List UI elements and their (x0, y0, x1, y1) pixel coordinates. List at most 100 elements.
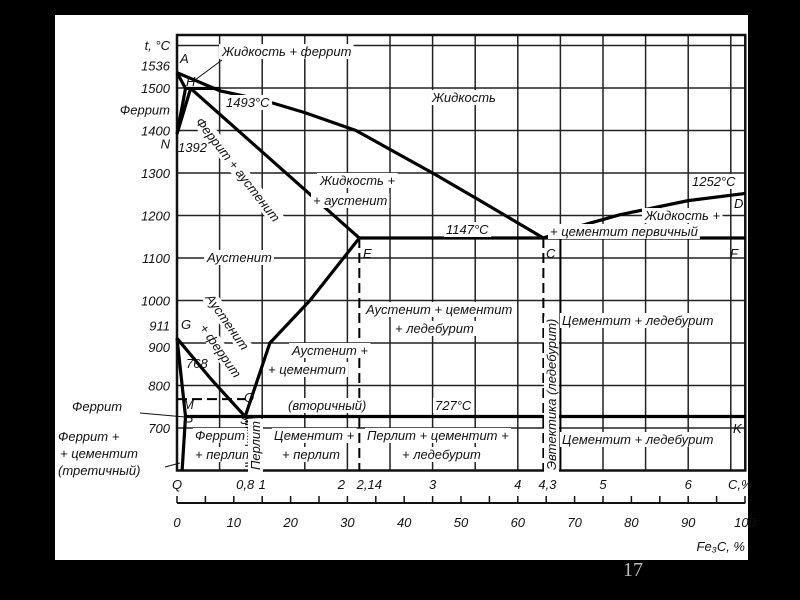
annotation: + цементит (268, 362, 346, 377)
y-tick-label: 700 (148, 421, 170, 436)
diagram-panel (55, 15, 748, 560)
x-tick-label: 6 (685, 477, 693, 492)
x-tick-label: 2,14 (356, 477, 382, 492)
fe3c-tick-label: 80 (624, 515, 639, 530)
annotation: Аустенит + цементит (365, 302, 512, 317)
x-tick-label: 0,8 (236, 477, 255, 492)
label-background (193, 428, 248, 443)
label-background (219, 44, 354, 59)
y-tick-label: 1200 (141, 209, 171, 224)
annotation: 1252°C (692, 174, 736, 189)
label-background (365, 428, 512, 443)
line-ES (243, 237, 361, 418)
label-background (286, 398, 369, 413)
annotation: Аустенит (206, 250, 272, 265)
fe3c-tick-label: 10 (227, 515, 242, 530)
label-background (444, 222, 492, 237)
page-number: 17 (623, 559, 643, 581)
annotation: Цементит + ледебурит (562, 313, 714, 328)
annotation: (третичный) (58, 463, 140, 478)
fe3c-tick-label: 50 (454, 515, 469, 530)
point-label-E: E (363, 246, 372, 261)
y-tick-label: 1400 (141, 124, 171, 139)
x-tick-label: 5 (599, 477, 607, 492)
fe3c-tick-label: 70 (567, 515, 582, 530)
x-tick-label: 4,3 (538, 477, 557, 492)
annotation: 1493°C (226, 95, 270, 110)
solidus-JE (189, 87, 361, 240)
point-label-F: F (730, 246, 739, 261)
label-background (317, 173, 398, 188)
x-tick-label: 3 (429, 477, 437, 492)
point-label-C: C (546, 246, 556, 261)
annotation: 1392 (178, 140, 208, 155)
label-background (560, 432, 716, 447)
label-background (193, 447, 256, 462)
label-background (289, 343, 371, 358)
y-tick-label: 1500 (141, 81, 171, 96)
solidus-AH (175, 71, 187, 90)
annotation: Аустенит + (291, 343, 368, 358)
label-background (400, 447, 484, 462)
y-side-label: N (161, 136, 171, 151)
line-GS (175, 337, 247, 418)
fe3c-tick-label: 100 (734, 515, 756, 530)
x-tick-label: C,% (728, 477, 753, 492)
label-background (560, 313, 716, 328)
y-side-label: Феррит (120, 102, 170, 117)
label-background (224, 95, 273, 110)
annotation: Перлит (248, 421, 263, 470)
annotation: Жидкость + феррит (221, 44, 352, 59)
y-tick-label: 1300 (141, 166, 171, 181)
line-PQ (180, 416, 188, 471)
annotation: Феррит (195, 428, 245, 443)
annotation: + перлит (282, 447, 340, 462)
plot-border (175, 33, 747, 472)
annotation: Перлит + цементит + (367, 428, 509, 443)
annotation: + цементит первичный (550, 224, 698, 239)
y-tick-label: 800 (148, 379, 170, 394)
point-label-G: G (181, 317, 191, 332)
y-tick-label: 1000 (141, 294, 171, 309)
y-tick-label: 911 (149, 318, 170, 333)
axes: 1536150014001300120011001000911900800700… (120, 38, 757, 554)
fe3c-tick-label: 20 (282, 515, 298, 530)
label-background (544, 316, 559, 472)
annotation: Феррит (72, 399, 122, 414)
label-background (266, 362, 349, 377)
annotation: Жидкость + (644, 208, 720, 223)
leader-line-ferrite (139, 412, 186, 418)
label-background (248, 418, 263, 472)
annotation: + перлит (195, 447, 253, 462)
label-background (363, 302, 515, 317)
label-background (311, 193, 390, 208)
label-background (280, 447, 343, 462)
point-label-K: K (733, 421, 743, 436)
x-tick-label: 1 (259, 477, 266, 492)
label-background (642, 208, 723, 223)
label-background (195, 319, 246, 383)
liquidus-ABC (176, 71, 545, 240)
annotation: (вторичный) (288, 398, 366, 413)
annotation: 1147°C (446, 222, 489, 237)
fe3c-tick-label: 90 (681, 515, 696, 530)
annotation: + ледебурит (395, 321, 474, 336)
point-label-P: P (184, 414, 193, 429)
line-NJ (175, 87, 193, 135)
annotation: Цементит + (274, 428, 355, 443)
point-label-M: M (183, 397, 194, 412)
y-tick-label: 1536 (141, 59, 171, 74)
x-tick-label: 4 (514, 477, 521, 492)
label-background (548, 224, 700, 239)
label-background (429, 90, 499, 105)
point-label-D: D (734, 196, 743, 211)
annotation: Жидкость (431, 90, 496, 105)
annotation: Жидкость + (319, 173, 395, 188)
x-tick-label: Q (172, 477, 182, 492)
leader-line-ferrite-cementite (164, 462, 181, 468)
label-background (191, 113, 285, 227)
fe3c-tick-label: 40 (397, 515, 412, 530)
leader-line-liquid-ferrite (194, 59, 223, 81)
y-axis-title: t, °C (145, 38, 171, 53)
point-label-O: O (244, 390, 254, 405)
